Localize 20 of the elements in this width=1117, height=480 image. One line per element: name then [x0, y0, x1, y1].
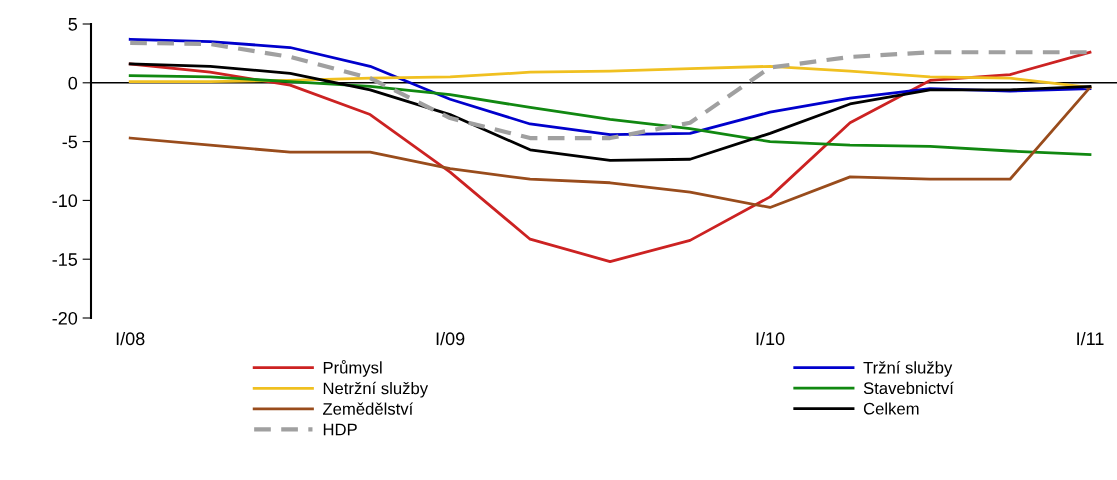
x-tick-label: I/11 [1077, 331, 1104, 346]
y-tick-label: -15 [52, 253, 78, 266]
line-series [128, 64, 1092, 89]
legend-label: Stavebnictví [863, 381, 954, 395]
y-tick-label: 0 [68, 76, 78, 90]
legend-label: Tržní služby [863, 361, 953, 377]
x-tick-label: I/10 [756, 331, 785, 346]
legend-label: Celkem [863, 402, 919, 415]
line-series [128, 86, 1092, 209]
y-tick-label: 5 [68, 18, 78, 31]
x-tick-label: I/09 [436, 331, 465, 346]
legend-label: Zemědělství [323, 402, 414, 415]
legend-label: Netržní služby [323, 381, 429, 398]
legend-label: Průmysl [323, 359, 382, 377]
y-tick-label: -20 [52, 311, 78, 325]
x-tick-label: I/08 [116, 331, 145, 346]
y-tick-label: -10 [52, 194, 78, 208]
line-series [128, 74, 1092, 156]
y-tick-label: -5 [62, 135, 78, 149]
legend-label: HDP [323, 423, 357, 436]
